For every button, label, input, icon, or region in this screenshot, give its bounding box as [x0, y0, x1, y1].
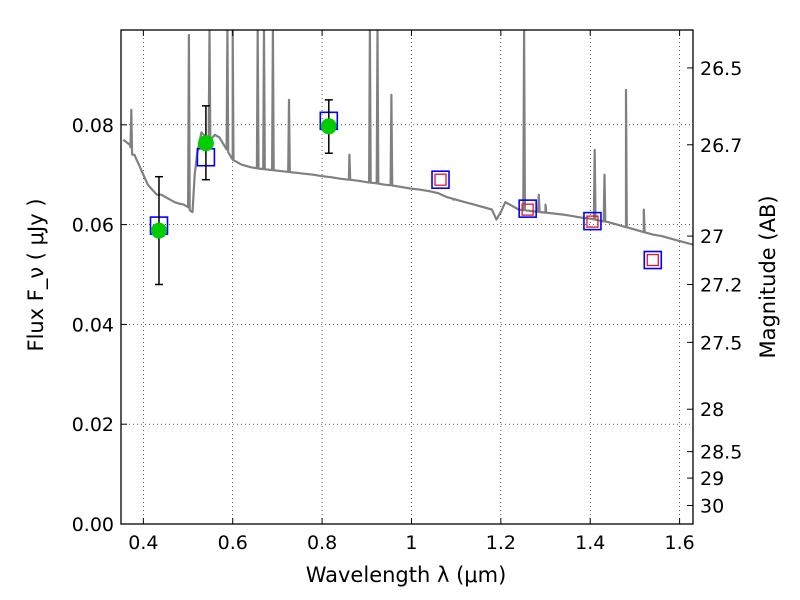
- model-box-inner: [646, 253, 659, 267]
- model-box: [583, 211, 602, 231]
- y2-tick-label: 26.5: [700, 58, 742, 80]
- x-tick-label: 1.4: [575, 532, 605, 554]
- y2-axis-ticks: 26.5 26.7 27 27.2 27.5 28 28.5 29 30: [687, 58, 742, 518]
- observed-point: [197, 135, 214, 152]
- y2-tick-label: 27.5: [700, 332, 742, 354]
- model-box: [518, 199, 537, 218]
- plot-frame: [120, 29, 694, 525]
- y-axis-title: Flux F_ν ( μJy ): [24, 198, 49, 351]
- y-tick-label: 0.00: [72, 514, 114, 536]
- observed-point: [320, 118, 337, 135]
- model-box: [431, 170, 450, 189]
- y2-tick-label: 28.5: [700, 442, 742, 464]
- y2-tick-label: 30: [700, 496, 724, 518]
- model-box-inner: [521, 203, 534, 216]
- x-axis-title: Wavelength λ (μm): [306, 563, 507, 587]
- model-box-inner: [586, 215, 599, 228]
- y2-tick-label: 28: [700, 399, 724, 421]
- y2-tick-label: 29: [700, 468, 724, 490]
- spectrum-line: [122, 30, 693, 246]
- y-tick-label: 0.08: [72, 115, 114, 137]
- y2-axis-title: Magnitude (AB): [756, 195, 780, 358]
- y-tick-label: 0.06: [72, 215, 114, 237]
- x-tick-label: 1.6: [664, 532, 694, 554]
- y-tick-label: 0.02: [72, 414, 114, 436]
- photometry-markers: [149, 99, 663, 286]
- observed-point: [150, 222, 167, 239]
- model-box: [643, 250, 663, 270]
- y2-tick-label: 27.2: [700, 274, 742, 296]
- x-axis-ticks: 0.4 0.6 0.8 1 1.2 1.4 1.6: [128, 30, 695, 554]
- x-tick-label: 1.2: [486, 532, 516, 554]
- x-tick-label: 0.8: [307, 532, 337, 554]
- x-tick-label: 0.6: [218, 532, 248, 554]
- grid: [121, 30, 693, 525]
- y-axis-ticks: 0.00 0.02 0.04 0.06 0.08: [72, 115, 127, 536]
- x-tick-label: 0.4: [128, 532, 158, 554]
- template-spectrum: [122, 30, 693, 246]
- y2-tick-label: 27: [700, 226, 724, 248]
- y-tick-label: 0.04: [72, 314, 114, 336]
- model-box-inner: [434, 173, 447, 186]
- y2-tick-label: 26.7: [700, 135, 742, 157]
- x-tick-label: 1: [405, 532, 417, 554]
